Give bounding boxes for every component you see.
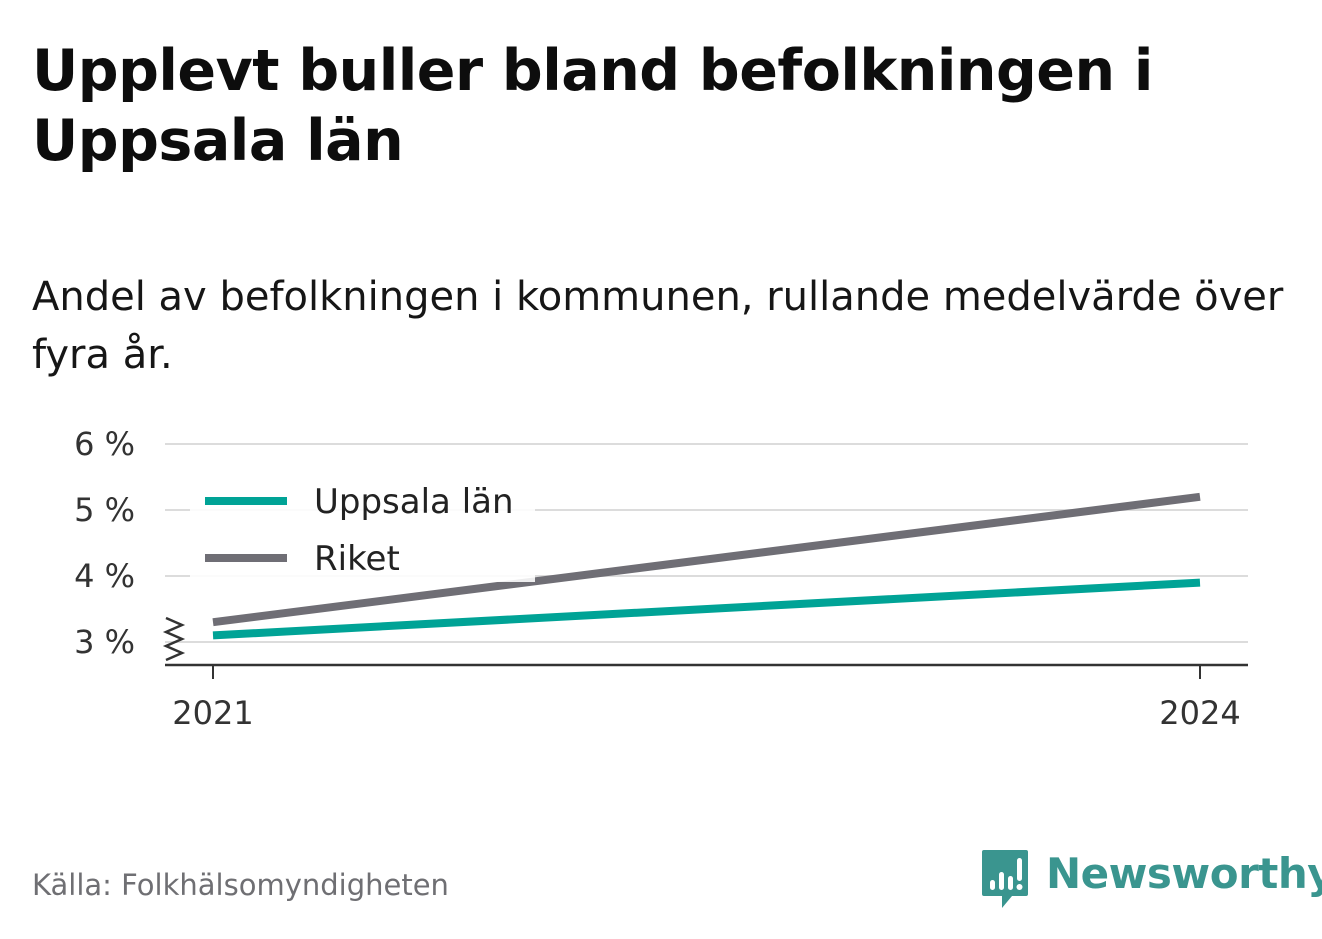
series-line-riket [212, 492, 1201, 627]
brand-name: Newsworthy [1046, 849, 1322, 898]
legend-label: Riket [314, 539, 400, 579]
y-tick-label: 3 % [74, 623, 135, 661]
series-lines [212, 492, 1201, 640]
series-line-uppsala [212, 578, 1201, 640]
x-axis-ticks: 2021 2024 [172, 665, 1241, 732]
y-axis-ticks: 6 % 5 % 4 % 3 % [74, 425, 135, 661]
y-tick-label: 6 % [74, 425, 135, 463]
legend: Uppsala län Riket [190, 470, 535, 582]
y-tick-label: 4 % [74, 557, 135, 595]
chart-subtitle: Andel av befolkningen i kommunen, rullan… [32, 274, 1284, 378]
y-tick-label: 5 % [74, 491, 135, 529]
x-tick-label: 2024 [1159, 694, 1240, 732]
legend-background [190, 470, 535, 582]
line-chart: 6 % 5 % 4 % 3 % 2021 2024 Uppsala län Riket [74, 425, 1248, 732]
x-tick-label: 2021 [172, 694, 253, 732]
brand-logo[interactable]: Newsworthy [980, 848, 1322, 912]
newsworthy-logo-icon [982, 850, 1028, 908]
axis-break-marker [162, 616, 186, 662]
x-axis [162, 616, 1248, 667]
legend-label: Uppsala län [314, 482, 514, 522]
chart-title: Upplevt buller bland befolkningen i Upps… [32, 38, 1153, 174]
source-credit: Källa: Folkhälsomyndigheten [32, 868, 449, 902]
